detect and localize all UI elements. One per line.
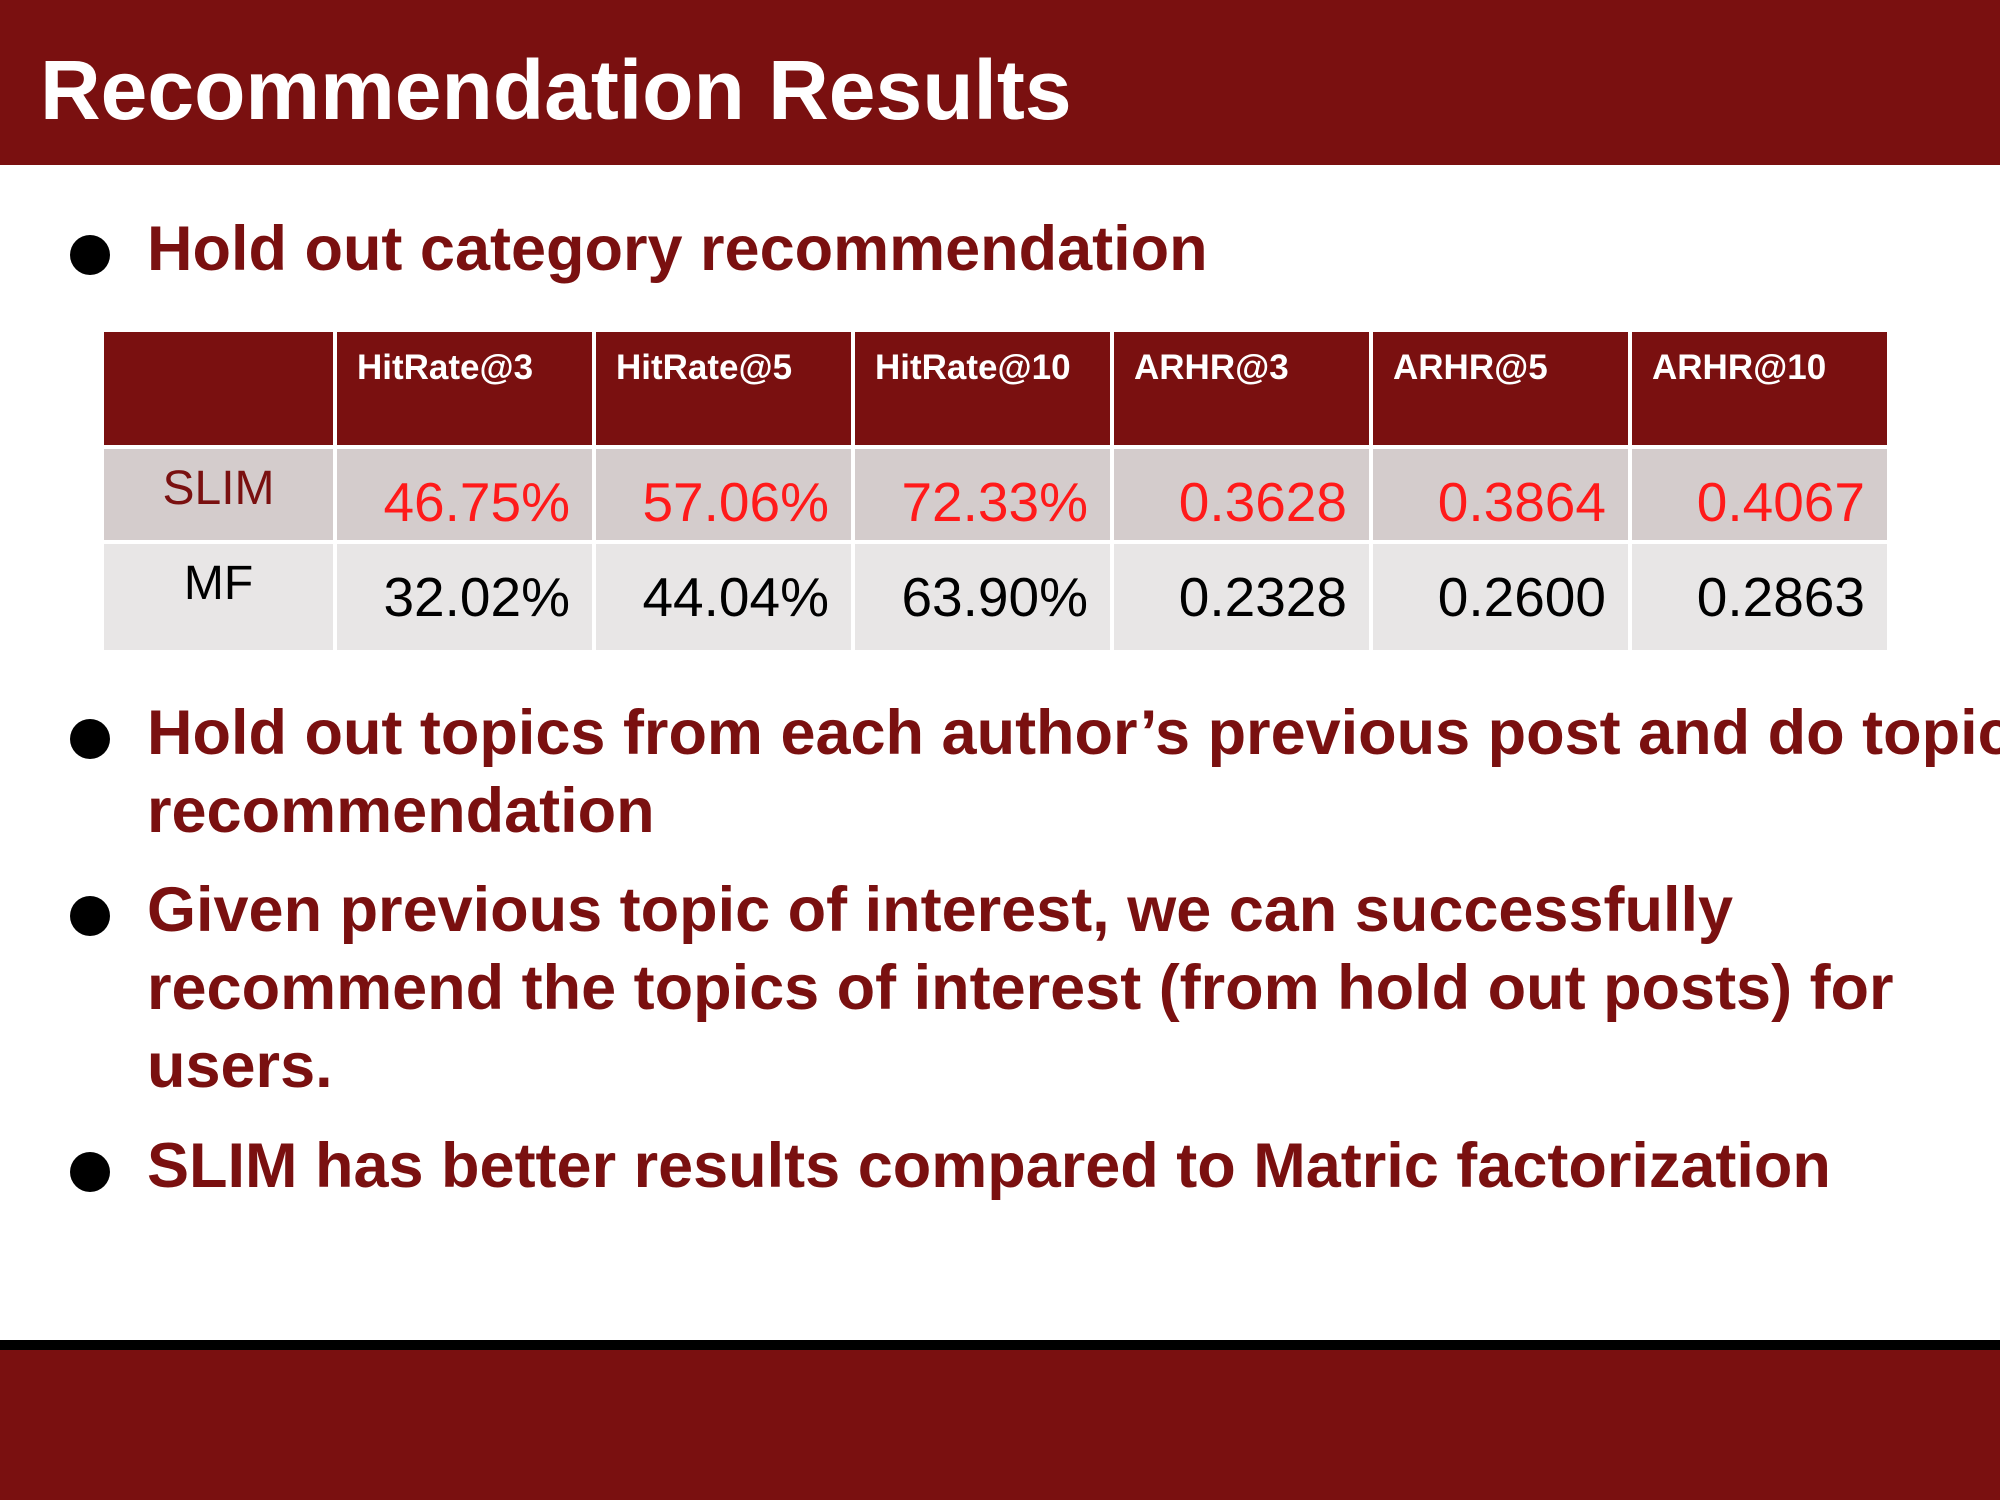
row-label: MF [100,540,337,654]
bullet-text: Hold out category recommendation [147,214,1208,284]
bullet-dot-icon [70,896,110,936]
column-header: ARHR@10 [1628,328,1891,449]
table-cell: 0.2863 [1628,540,1891,654]
column-header: ARHR@5 [1369,328,1632,449]
table-row-slim: SLIM 46.75% 57.06% 72.33% 0.3628 0.3864 … [100,445,1891,544]
table-cell: 57.06% [592,445,855,544]
footer-divider [0,1340,2000,1350]
bullet-text: Given previous topic of interest, we can… [147,875,1894,1101]
table-cell: 0.2328 [1110,540,1373,654]
bullet-text: Hold out topics from each author’s previ… [147,698,2000,846]
results-table: HitRate@3 HitRate@5 HitRate@10 ARHR@3 AR… [100,328,1891,654]
column-header: HitRate@3 [333,328,596,449]
table-cell: 0.3864 [1369,445,1632,544]
table-cell: 63.90% [851,540,1114,654]
bullet-text: SLIM has better results compared to Matr… [147,1131,1831,1201]
table-cell: 0.3628 [1110,445,1373,544]
table-row-mf: MF 32.02% 44.04% 63.90% 0.2328 0.2600 0.… [100,540,1891,654]
footer-bar [0,1350,2000,1500]
bullet-dot-icon [70,235,110,275]
row-label: SLIM [100,445,337,544]
table-cell: 0.4067 [1628,445,1891,544]
table-cell: 0.2600 [1369,540,1632,654]
slide-title: Recommendation Results [40,43,1072,137]
column-header: HitRate@5 [592,328,855,449]
column-header: ARHR@3 [1110,328,1373,449]
bullet-dot-icon [70,719,110,759]
table-cell: 46.75% [333,445,596,544]
table-cell: 32.02% [333,540,596,654]
table-cell: 44.04% [592,540,855,654]
table-header-row: HitRate@3 HitRate@5 HitRate@10 ARHR@3 AR… [100,328,1891,449]
table-corner-cell [100,328,337,449]
bullet-dot-icon [70,1152,110,1192]
table-cell: 72.33% [851,445,1114,544]
title-bar: Recommendation Results [0,0,2000,165]
column-header: HitRate@10 [851,328,1114,449]
